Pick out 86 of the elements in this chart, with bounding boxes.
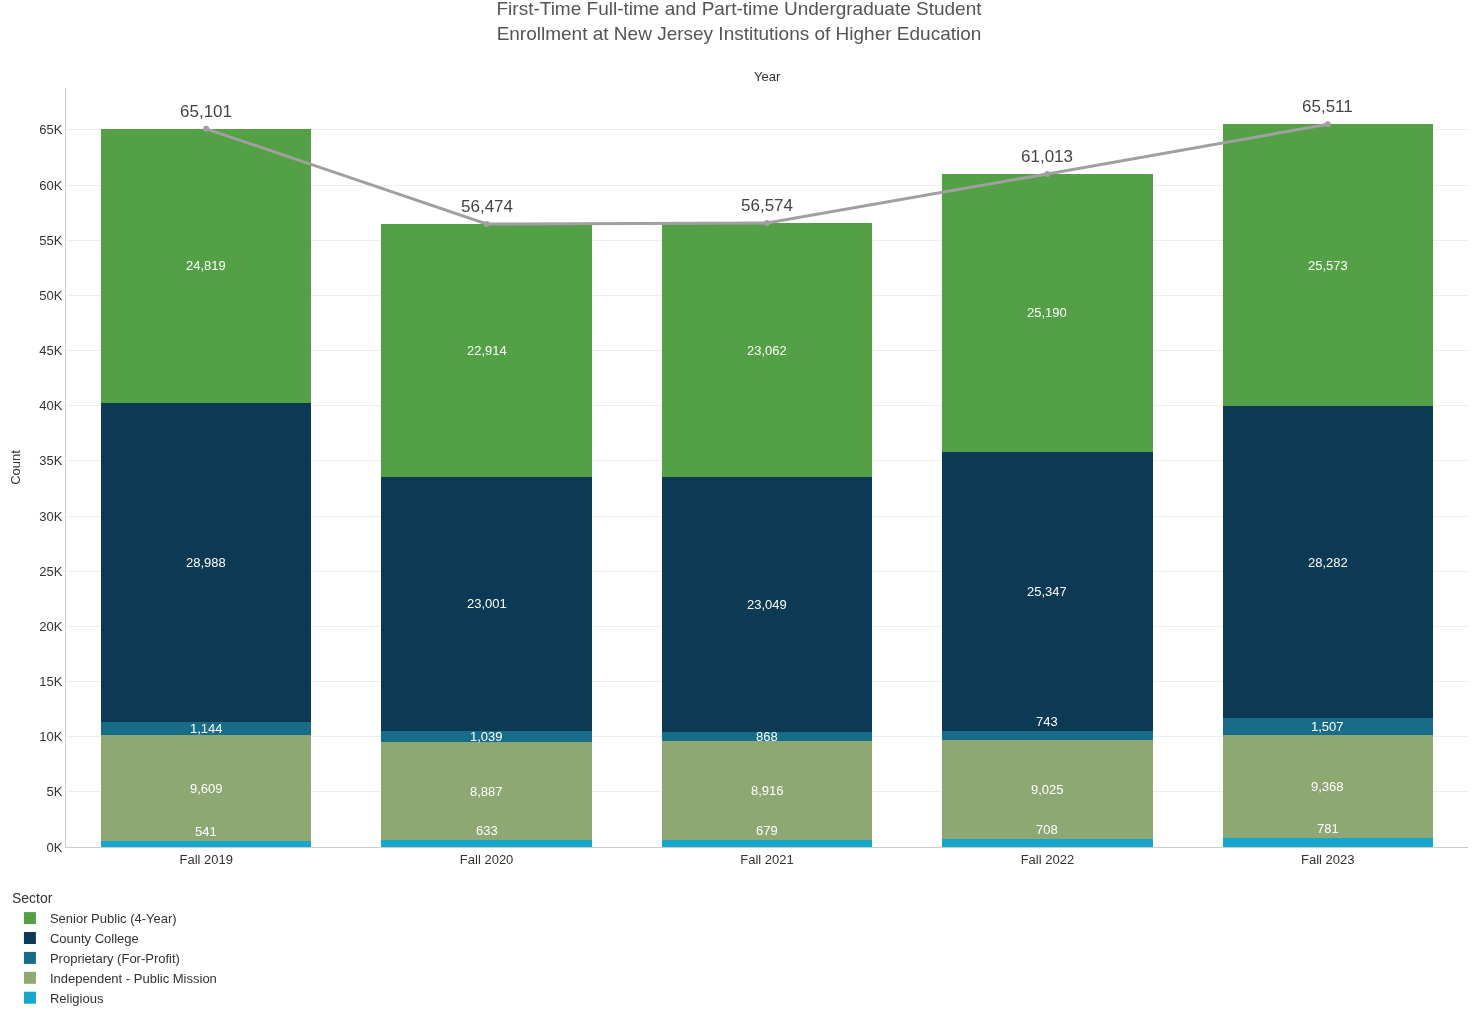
data-label: 22,914: [467, 343, 507, 358]
bar: [942, 451, 1153, 732]
bar: [1222, 735, 1433, 839]
y-tick-label: 55K: [39, 232, 63, 248]
data-label: 25,573: [1308, 258, 1348, 273]
x-tick-label: Fall 2022: [1020, 851, 1075, 867]
bar: [942, 839, 1153, 847]
data-label: 9,609: [190, 781, 223, 796]
y-tick-label: 45K: [39, 343, 63, 359]
bar: [1222, 406, 1433, 719]
data-label: 25,190: [1027, 305, 1067, 320]
legend-label: Religious: [49, 990, 104, 1006]
bar: [101, 128, 312, 403]
data-label: 1,507: [1311, 719, 1344, 734]
data-label: 61,013: [1021, 147, 1073, 166]
bar: [381, 840, 592, 847]
data-label: 8,887: [470, 784, 503, 799]
data-label: 65,511: [1302, 97, 1353, 116]
y-tick-label: 35K: [39, 453, 63, 469]
data-label: 28,282: [1308, 555, 1348, 570]
data-label: 781: [1317, 821, 1339, 836]
data-label: 541: [195, 824, 217, 839]
data-label: 1,144: [190, 721, 223, 736]
data-label: 23,001: [467, 596, 507, 611]
point: [1044, 170, 1051, 177]
data-label: 23,062: [747, 343, 787, 358]
data-label: 28,988: [186, 555, 226, 570]
data-label: 9,025: [1031, 782, 1064, 797]
bar: [942, 173, 1153, 452]
bar: [661, 222, 873, 478]
y-tick-label: 10K: [39, 729, 63, 745]
point: [483, 220, 490, 227]
bar: [101, 722, 312, 736]
data-label: 56,474: [461, 197, 513, 216]
y-tick-label: 65K: [39, 122, 63, 138]
x-tick-label: Fall 2020: [459, 851, 514, 867]
y-tick-label: 5K: [46, 784, 63, 800]
data-label: 743: [1036, 714, 1058, 729]
bar: [942, 739, 1153, 840]
data-label: 25,347: [1027, 584, 1067, 599]
bar: [101, 841, 312, 847]
data-label: 868: [756, 729, 778, 744]
bar: [101, 735, 312, 842]
x-tick-label: Fall 2023: [1301, 851, 1355, 867]
legend-label: Senior Public (4-Year): [49, 911, 177, 927]
y-tick-label: 40K: [39, 398, 63, 414]
x-tick-label: Fall 2019: [179, 851, 233, 867]
data-label: 633: [476, 823, 498, 838]
point: [1324, 121, 1331, 128]
bar: [1222, 838, 1433, 847]
bar: [661, 741, 873, 840]
y-tick-label: 50K: [39, 287, 63, 303]
data-label: 9,368: [1311, 779, 1344, 794]
data-label: 1,039: [470, 729, 503, 744]
bar: [381, 476, 592, 731]
legend-label: Independent - Public Mission: [49, 970, 217, 986]
bar: [1222, 124, 1433, 407]
bar: [661, 839, 873, 847]
data-label: 23,049: [747, 597, 787, 612]
bar: [661, 477, 873, 732]
point: [203, 125, 210, 132]
data-label: 24,819: [186, 258, 226, 273]
bar: [381, 223, 592, 477]
y-tick-label: 60K: [39, 177, 63, 193]
y-tick-label: 25K: [39, 563, 63, 579]
data-label: 8,916: [751, 783, 784, 798]
legend-title: Sector: [11, 890, 53, 907]
x-axis-title: Year: [754, 69, 781, 84]
y-tick-label: 15K: [39, 674, 63, 690]
bar: [101, 402, 312, 723]
bar: [942, 731, 1153, 740]
data-label: 708: [1036, 822, 1058, 837]
y-axis-title: Count: [8, 449, 24, 485]
y-tick-label: 20K: [39, 618, 63, 634]
y-tick-label: 30K: [39, 508, 63, 524]
x-tick-label: Fall 2021: [740, 851, 794, 867]
point: [764, 219, 770, 226]
bar: [1222, 718, 1433, 736]
data-label: 56,574: [741, 196, 793, 215]
chart-title: First-Time Full-time and Part-time Undergraduate Student Enrollment at New Jersey Institutions of Higher Education: [496, 0, 983, 45]
y-tick-label: 0K: [46, 839, 63, 855]
legend-label: County College: [49, 931, 139, 947]
bar: [381, 741, 592, 841]
legend-label: Proprietary (For-Profit): [49, 950, 180, 966]
data-label: 65,101: [180, 102, 232, 121]
data-label: 679: [756, 823, 778, 838]
